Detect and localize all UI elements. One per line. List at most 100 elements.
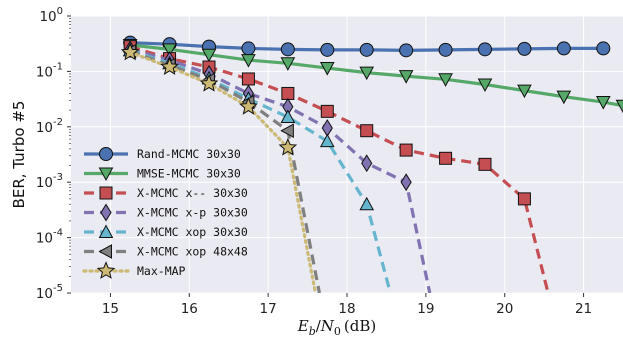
x-tick-label: 20 xyxy=(496,301,513,317)
data-point xyxy=(201,48,217,63)
legend-label: X-MCMC xop 48x48 xyxy=(137,245,248,259)
data-point xyxy=(478,157,492,171)
y-tick-label: 10-1 xyxy=(36,61,63,80)
data-point xyxy=(120,42,140,61)
data-point xyxy=(319,62,335,76)
data-point xyxy=(199,73,219,92)
legend-marker xyxy=(98,244,112,259)
data-point xyxy=(280,57,296,71)
legend-label: X-MCMC x-p 30x30 xyxy=(137,206,248,220)
data-point xyxy=(477,78,493,93)
y-tick-base: 10 xyxy=(36,120,53,136)
data-point xyxy=(160,57,179,75)
series-layer xyxy=(120,35,623,293)
y-tick-label: 10-2 xyxy=(36,117,63,136)
y-tick-exponent: 0 xyxy=(57,6,63,17)
y-tick-label: 100 xyxy=(39,6,63,25)
data-point xyxy=(241,72,255,86)
series-line xyxy=(129,45,550,293)
data-point xyxy=(320,42,335,57)
legend-label: Max-MAP xyxy=(137,264,186,278)
legend-marker xyxy=(96,261,116,279)
data-point xyxy=(517,84,532,99)
series-1 xyxy=(122,38,623,114)
x-axis-label: Eb/N0 (dB) xyxy=(297,317,377,338)
data-point xyxy=(615,99,623,114)
x-tick-label: 21 xyxy=(575,301,592,317)
legend-marker xyxy=(99,186,113,200)
data-point xyxy=(399,43,414,58)
legend-item: MMSE-MCMC 30x30 xyxy=(84,167,241,182)
y-tick-exponent: -5 xyxy=(53,283,63,294)
data-point xyxy=(595,96,611,110)
data-point xyxy=(319,133,335,148)
legend-label: X-MCMC x-- 30x30 xyxy=(137,186,248,200)
y-tick-exponent: -4 xyxy=(53,228,63,239)
y-tick-base: 10 xyxy=(36,286,53,302)
data-point xyxy=(398,70,414,84)
y-axis-label: BER, Turbo #5 xyxy=(10,101,28,209)
data-point xyxy=(359,42,374,57)
data-point xyxy=(162,43,177,57)
series-line-group xyxy=(129,45,550,293)
data-point xyxy=(596,41,611,56)
data-point xyxy=(359,66,375,81)
x-tick-label: 19 xyxy=(417,301,434,317)
y-tick-base: 10 xyxy=(36,231,53,247)
data-point xyxy=(241,41,256,56)
data-point xyxy=(400,173,412,192)
data-point xyxy=(556,90,572,105)
series-line-group xyxy=(129,43,623,108)
y-tick-label: 10-3 xyxy=(36,172,63,191)
legend-item: X-MCMC xop 48x48 xyxy=(84,244,248,259)
x-label-zero: 0 xyxy=(334,325,341,338)
series-line xyxy=(129,43,623,108)
data-point xyxy=(439,151,453,165)
legend-item: X-MCMC x-p 30x30 xyxy=(84,203,248,222)
y-tick-exponent: -3 xyxy=(53,172,63,183)
data-point xyxy=(438,42,453,57)
y-tick-exponent: -1 xyxy=(53,61,63,72)
series-2 xyxy=(123,40,550,293)
y-tick-base: 10 xyxy=(36,175,53,191)
data-point xyxy=(517,41,532,56)
x-label-e: E xyxy=(297,317,309,335)
legend-item: Max-MAP xyxy=(82,261,186,279)
y-tick-base: 10 xyxy=(36,64,53,80)
data-point xyxy=(361,154,373,173)
data-point xyxy=(241,54,256,68)
data-point xyxy=(478,42,492,57)
x-label-slash: / xyxy=(316,317,322,335)
legend-marker xyxy=(100,203,112,222)
y-tick-label: 10-4 xyxy=(36,228,63,247)
data-point xyxy=(280,42,295,57)
legend-item: X-MCMC x-- 30x30 xyxy=(84,186,248,200)
data-point xyxy=(359,196,375,211)
series-6 xyxy=(120,42,318,293)
data-point xyxy=(278,137,298,156)
y-tick-label: 10-5 xyxy=(36,283,63,302)
x-label-n: N xyxy=(320,317,335,335)
legend-marker xyxy=(98,167,114,182)
data-point xyxy=(320,104,334,118)
legend-marker xyxy=(99,147,113,161)
x-tick-label: 17 xyxy=(260,301,277,317)
data-point xyxy=(280,109,296,124)
x-tick-label: 15 xyxy=(102,301,119,317)
data-point xyxy=(438,73,453,87)
x-label-b: b xyxy=(309,325,316,338)
legend: Rand-MCMC 30x30 MMSE-MCMC 30x30 X-MCMC x--… xyxy=(82,147,248,279)
data-point xyxy=(239,96,258,115)
legend-label: Rand-MCMC 30x30 xyxy=(137,147,241,161)
legend-item: Rand-MCMC 30x30 xyxy=(84,147,241,161)
legend-item: X-MCMC xop 30x30 xyxy=(84,224,248,239)
data-point xyxy=(360,124,374,138)
x-label-unit: (dB) xyxy=(344,317,376,335)
x-tick-label: 16 xyxy=(181,301,198,317)
series-line xyxy=(129,49,321,293)
y-tick-exponent: -2 xyxy=(53,117,63,128)
data-point xyxy=(281,86,295,100)
data-point xyxy=(556,41,571,56)
